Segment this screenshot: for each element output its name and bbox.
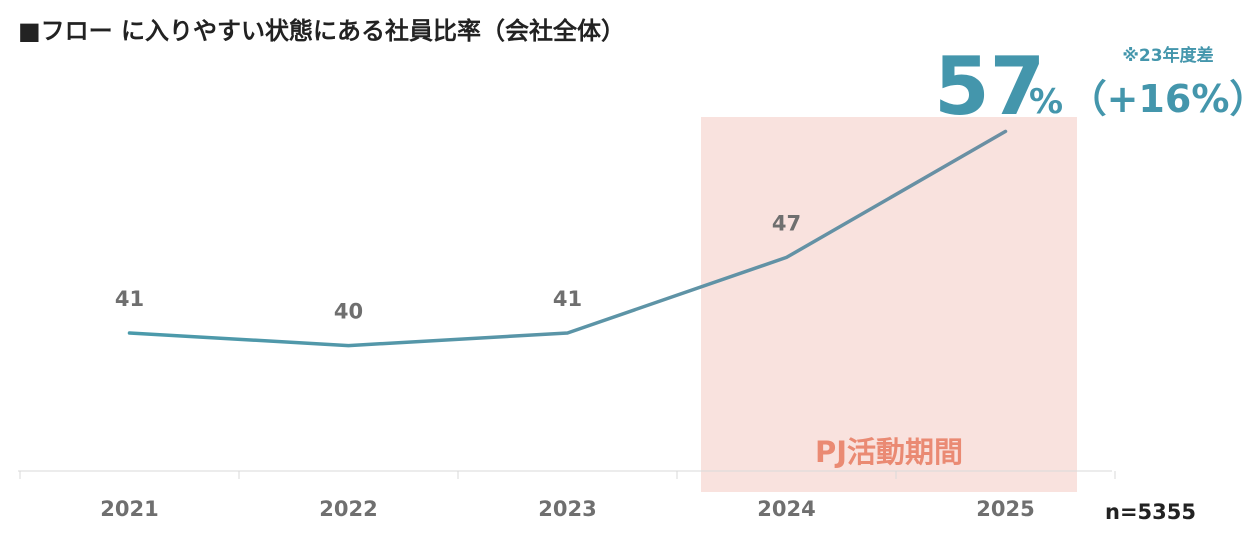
data-label: 41 <box>553 287 582 311</box>
data-label: 47 <box>772 211 801 235</box>
x-axis-ticks <box>19 471 1116 479</box>
x-tick-label: 2023 <box>538 497 596 521</box>
sample-size: n=5355 <box>1105 500 1196 524</box>
callout-delta: （+16%） <box>1069 77 1246 121</box>
pj-period-label: PJ活動期間 <box>815 435 963 469</box>
data-labels: 41 40 41 47 <box>115 211 801 323</box>
chart-title: ■フロー に入りやすい状態にある社員比率（会社全体） <box>18 17 625 45</box>
callout-value: 57 <box>934 40 1045 133</box>
x-tick-label: 2022 <box>319 497 377 521</box>
x-tick-label: 2025 <box>976 497 1034 521</box>
data-label: 40 <box>334 300 363 324</box>
callout-unit: % <box>1029 82 1063 122</box>
x-tick-labels: 2021 2022 2023 2024 2025 <box>100 497 1034 521</box>
data-label: 41 <box>115 287 144 311</box>
pj-period-highlight <box>701 117 1077 492</box>
x-tick-label: 2021 <box>100 497 158 521</box>
callout-note: ※23年度差 <box>1122 45 1213 66</box>
series-line <box>127 129 1008 348</box>
x-tick-label: 2024 <box>757 497 815 521</box>
